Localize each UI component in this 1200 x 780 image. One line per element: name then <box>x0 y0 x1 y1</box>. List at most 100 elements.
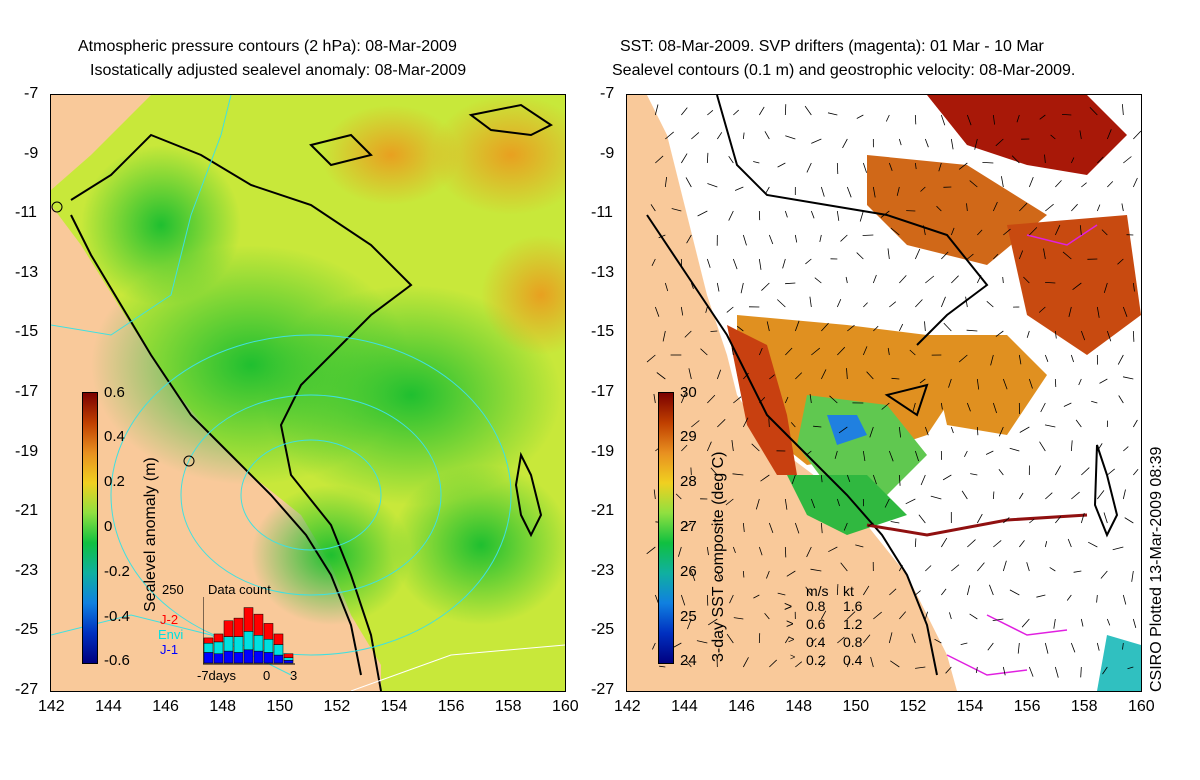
velocity-vector <box>1079 130 1082 140</box>
velocity-vector <box>888 632 893 644</box>
velocity-vector <box>827 112 838 116</box>
drifter-track <box>986 614 1068 636</box>
data-count-histogram <box>203 597 295 665</box>
island <box>1093 444 1119 538</box>
velocity-vector <box>760 474 770 482</box>
velocity-vector <box>1080 666 1082 678</box>
sealevel-colorbar-label: Sealevel anomaly (m) <box>142 457 159 612</box>
right-x-tick-label: 156 <box>1013 698 1041 715</box>
velocity-legend-kt: 0.4 <box>843 652 863 668</box>
pressure-contour <box>110 334 512 656</box>
drifter-track <box>1026 224 1098 246</box>
velocity-vector <box>1080 512 1085 524</box>
velocity-vector <box>885 114 890 122</box>
velocity-vector <box>884 498 890 508</box>
left-x-tick-label: 160 <box>552 698 579 715</box>
velocity-vector <box>1019 202 1028 212</box>
sst-velocity-map <box>626 94 1142 692</box>
velocity-vector <box>920 474 926 486</box>
velocity-vector <box>862 234 874 236</box>
velocity-vector <box>924 611 928 620</box>
velocity-vector <box>863 634 871 644</box>
velocity-vector <box>938 162 942 172</box>
velocity-vector <box>706 258 711 268</box>
velocity-vector <box>1054 330 1057 339</box>
data-count-bar-j2 <box>253 613 264 636</box>
velocity-vector <box>651 258 656 266</box>
left-x-tick-label: 150 <box>266 698 294 715</box>
velocity-vector <box>755 498 760 510</box>
velocity-vector <box>950 426 954 434</box>
velocity-vector <box>873 325 879 332</box>
velocity-vector <box>758 258 762 270</box>
velocity-vector <box>1044 642 1049 654</box>
velocity-vector <box>869 426 874 438</box>
velocity-vector <box>784 636 790 644</box>
velocity-vector <box>728 155 734 164</box>
velocity-vector <box>652 642 656 650</box>
sealevel-anomaly-map <box>50 94 566 692</box>
velocity-vector <box>986 300 994 308</box>
velocity-vector <box>656 372 666 380</box>
velocity-vector <box>758 546 763 556</box>
left-title-line2: Isostatically adjusted sealevel anomaly:… <box>90 62 467 79</box>
velocity-vector <box>990 354 994 366</box>
velocity-vector <box>977 562 985 572</box>
velocity-vector <box>1096 443 1103 452</box>
velocity-vector <box>1081 182 1087 188</box>
velocity-vector <box>1003 228 1011 236</box>
data-count-bar-envi <box>253 635 264 652</box>
velocity-vector <box>940 296 946 308</box>
velocity-vector <box>1081 467 1090 476</box>
velocity-vector <box>966 402 971 412</box>
left-y-tick-label: -25 <box>15 621 39 639</box>
velocity-vector <box>1049 567 1056 572</box>
velocity-vector <box>795 661 803 668</box>
data-count-bar-j1 <box>233 652 244 664</box>
data-count-title: Data count <box>208 582 271 597</box>
data-count-xlabel-start: -7days <box>197 668 237 683</box>
velocity-vector <box>873 611 882 620</box>
velocity-vector <box>985 450 994 455</box>
velocity-vector <box>696 640 708 644</box>
velocity-vector <box>1079 225 1082 236</box>
velocity-vector <box>834 450 838 459</box>
data-count-ymax: 250 <box>162 582 184 597</box>
velocity-vector <box>940 537 948 548</box>
velocity-vector <box>1096 642 1100 651</box>
right-x-tick-label: 154 <box>956 698 984 715</box>
velocity-vector <box>706 546 709 556</box>
sst-tick: 24 <box>680 652 697 669</box>
velocity-vector <box>1011 155 1020 164</box>
velocity-vector <box>1028 176 1034 188</box>
sst-velocity-map-canvas <box>627 95 1141 691</box>
velocity-vector <box>982 162 994 164</box>
data-count-xlabel-end: 3 <box>290 668 298 683</box>
velocity-vector <box>733 109 739 116</box>
velocity-vector <box>1096 204 1101 212</box>
velocity-vector <box>1089 107 1098 116</box>
sst-warm-patch <box>927 335 1047 435</box>
velocity-vector <box>951 275 959 284</box>
velocity-vector <box>992 402 997 414</box>
velocity-vector <box>859 210 864 222</box>
velocity-vector <box>710 330 718 332</box>
velocity-legend-arrow: > <box>784 598 793 614</box>
data-count-bar-j2 <box>213 633 224 643</box>
velocity-vector <box>993 253 999 260</box>
velocity-vector <box>650 204 656 212</box>
velocity-vector <box>1107 181 1114 188</box>
velocity-vector <box>1044 154 1046 164</box>
velocity-vector <box>966 585 971 596</box>
coastline <box>716 95 989 346</box>
anomaly-blob <box>391 465 565 625</box>
right-y-tick-label: -23 <box>591 561 615 579</box>
velocity-vector <box>998 426 1004 437</box>
velocity-vector <box>940 402 943 410</box>
velocity-vector <box>989 584 994 596</box>
velocity-vector <box>863 302 868 308</box>
right-x-tick-label: 152 <box>899 698 927 715</box>
sst-warm-patch <box>867 155 1047 265</box>
velocity-vector <box>836 584 839 596</box>
velocity-legend-kt: 0.8 <box>843 634 863 650</box>
